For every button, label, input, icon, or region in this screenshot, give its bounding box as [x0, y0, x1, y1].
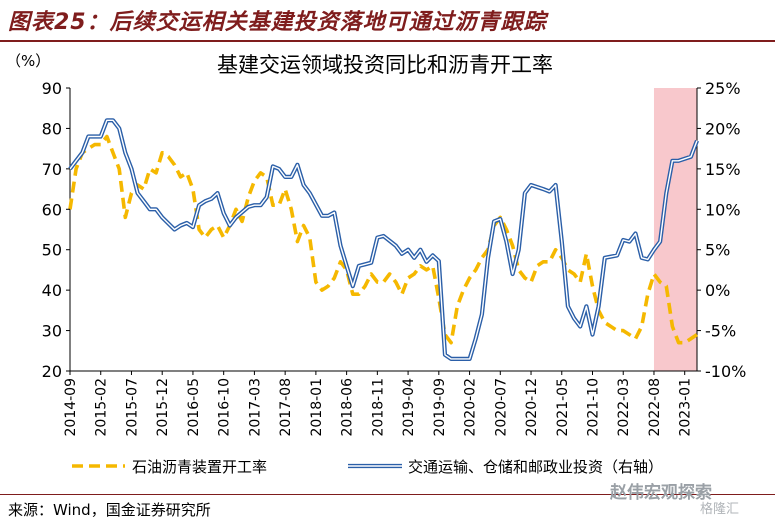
- source-rule: [0, 494, 775, 495]
- x-tick-label: 2017-03: [247, 378, 263, 437]
- y-right-tick-label: 10%: [705, 200, 741, 219]
- x-tick-label: 2016-05: [186, 378, 202, 437]
- source-note: 来源：Wind，国金证券研究所: [8, 501, 211, 519]
- series-line-asphalt: [68, 134, 699, 345]
- x-tick-label: 2017-08: [278, 378, 294, 437]
- x-tick-label: 2021-10: [586, 378, 602, 437]
- x-tick-label: 2014-09: [63, 378, 79, 437]
- x-tick-label: 2022-08: [647, 378, 663, 437]
- x-tick-label: 2015-02: [94, 378, 110, 437]
- x-tick-label: 2020-12: [524, 378, 540, 437]
- y-left-tick-label: 50: [42, 241, 62, 260]
- series-line-transport: [68, 118, 699, 361]
- x-tick-label: 2020-02: [463, 378, 479, 437]
- y-left-tick-label: 80: [42, 119, 62, 138]
- x-tick-label: 2018-11: [370, 378, 386, 437]
- y-right-tick-label: 25%: [705, 79, 741, 98]
- x-tick-label: 2015-12: [155, 378, 171, 437]
- y-axis-left-label: （%）: [6, 52, 50, 70]
- title-rule: [0, 40, 775, 42]
- y-left-tick-label: 70: [42, 160, 62, 179]
- legend-label-asphalt: 石油沥青装置开工率: [132, 458, 267, 476]
- watermark-secondary: 格隆汇: [700, 502, 740, 517]
- y-right-tick-label: 20%: [705, 119, 741, 138]
- y-right-tick-label: 0%: [705, 281, 730, 300]
- x-tick-label: 2016-10: [217, 378, 233, 437]
- y-left-tick-label: 40: [42, 281, 62, 300]
- watermark: 赵伟宏观探索: [610, 483, 712, 503]
- x-tick-label: 2020-07: [493, 378, 509, 437]
- x-tick-label: 2021-05: [555, 378, 571, 437]
- y-left-tick-label: 90: [42, 79, 62, 98]
- x-tick-label: 2019-09: [432, 378, 448, 437]
- y-right-tick-label: -5%: [705, 322, 736, 341]
- y-left-tick-label: 60: [42, 200, 62, 219]
- x-tick-label: 2023-01: [678, 378, 694, 437]
- x-tick-label: 2022-03: [616, 378, 632, 437]
- y-right-tick-label: -10%: [705, 362, 746, 381]
- x-tick-label: 2018-06: [340, 378, 356, 437]
- y-left-tick-label: 20: [42, 362, 62, 381]
- chart: 基建交运领域投资同比和沥青开工率 （%） 90 80 70 60 50 40 30 20 25%…: [6, 52, 746, 476]
- y-left-tick-label: 30: [42, 322, 62, 341]
- x-tick-label: 2018-01: [309, 378, 325, 437]
- x-tick-label: 2015-07: [124, 378, 140, 437]
- x-tick-label: 2019-04: [401, 378, 417, 437]
- legend-label-transport: 交通运输、仓储和邮政业投资（右轴）: [408, 458, 663, 476]
- figure-title: 图表25：后续交运相关基建投资落地可通过沥青跟踪: [8, 10, 547, 35]
- y-right-tick-label: 15%: [705, 160, 741, 179]
- series-line-transport-inner: [69, 119, 698, 360]
- chart-title: 基建交运领域投资同比和沥青开工率: [217, 53, 553, 77]
- y-right-tick-label: 5%: [705, 241, 730, 260]
